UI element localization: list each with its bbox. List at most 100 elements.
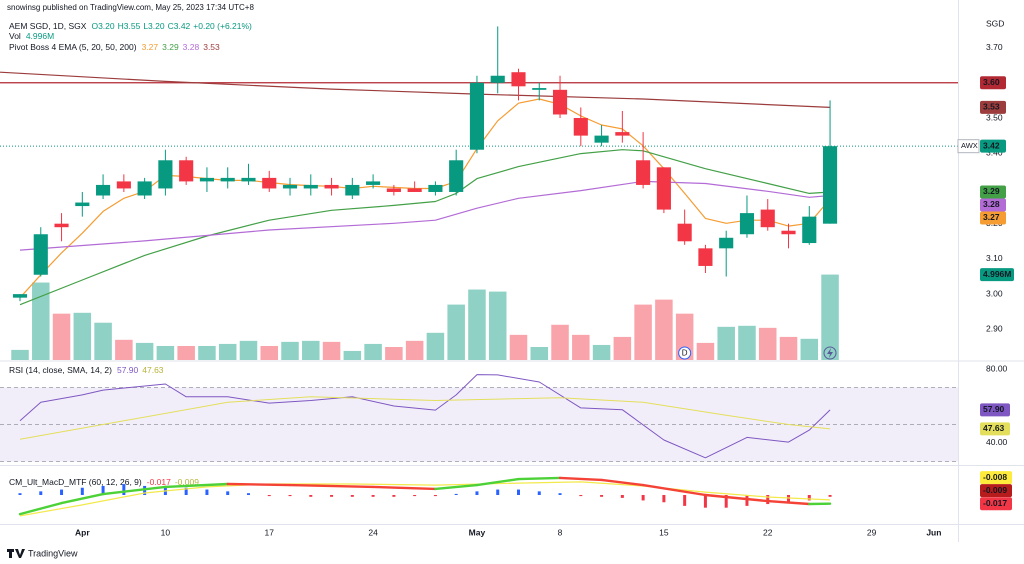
candle-body xyxy=(781,230,796,235)
macd-line xyxy=(371,485,437,491)
volume-bar xyxy=(488,291,507,360)
candle-body xyxy=(324,184,339,189)
split-icon xyxy=(823,346,837,360)
candle-body xyxy=(677,223,692,242)
price-badge: 57.90 xyxy=(980,403,1010,417)
histogram-bar xyxy=(496,489,500,495)
volume-bar xyxy=(426,332,445,360)
candle-body xyxy=(760,209,775,228)
volume-bar xyxy=(52,313,71,360)
badge-bg xyxy=(980,76,1006,90)
badge-label: 3.42 xyxy=(983,140,1000,150)
macd-line xyxy=(288,483,375,489)
rsi-value: 47.63 xyxy=(142,365,164,375)
histogram-bar xyxy=(579,495,583,497)
close: C3.42 xyxy=(168,21,191,31)
rsi-legend: RSI (14, close, SMA, 14, 2) 57.90 47.63 xyxy=(9,365,164,375)
x-tick-label: 17 xyxy=(265,527,275,537)
badge-bg xyxy=(980,185,1006,199)
candle-body xyxy=(96,184,111,196)
badge-bg xyxy=(980,403,1010,417)
badge-label: 3.28 xyxy=(983,199,1000,209)
volume-bar xyxy=(218,343,237,360)
volume-bar xyxy=(779,336,798,360)
brand: TradingView xyxy=(28,548,78,558)
histogram-bar xyxy=(558,493,562,495)
histogram-bar xyxy=(267,495,271,497)
candle-body xyxy=(54,223,69,228)
ema-legend: Pivot Boss 4 EMA (5, 20, 50, 200) 3.27 3.2… xyxy=(9,42,220,52)
volume-bar xyxy=(11,349,29,360)
candle-body xyxy=(739,213,755,235)
price-badge: -0.008 xyxy=(980,471,1012,485)
macd-line xyxy=(434,483,479,491)
volume-bar xyxy=(94,322,112,360)
candle-body xyxy=(532,88,547,90)
candle-body xyxy=(490,75,505,83)
y-tick-label: 80.00 xyxy=(986,363,1008,373)
ema-value: 3.29 xyxy=(162,42,179,52)
price-badge: 3.27 xyxy=(980,211,1006,225)
histogram-bar xyxy=(766,495,770,505)
price-badge: 3.29 xyxy=(980,185,1006,199)
candle-body xyxy=(75,202,90,207)
macd-line xyxy=(101,485,167,496)
histogram-bar xyxy=(309,495,313,497)
volume-bar xyxy=(821,274,839,360)
volume-bar xyxy=(758,327,777,360)
candle-body xyxy=(12,294,28,298)
ema-title: Pivot Boss 4 EMA (5, 20, 50, 200) xyxy=(9,42,137,52)
macd-line xyxy=(704,493,769,503)
volume-bar xyxy=(634,304,652,360)
histogram-bar xyxy=(122,484,126,495)
ema-value: 3.28 xyxy=(183,42,200,52)
histogram-bar xyxy=(516,489,520,495)
price-badge: 3.42 xyxy=(980,139,1006,153)
volume-bar xyxy=(239,340,258,360)
histogram-bar xyxy=(80,487,84,495)
volume-bar xyxy=(405,340,424,360)
candle-body xyxy=(594,135,609,143)
histogram-bar xyxy=(18,493,22,495)
volume-bar xyxy=(613,336,632,360)
symbol-legend: AEM SGD, 1D, SGX O3.20 H3.55 L3.20 C3.42 +0.2… xyxy=(9,21,252,31)
volume-bar xyxy=(364,343,382,360)
histogram-bar xyxy=(60,489,64,495)
candle-body xyxy=(116,181,131,189)
candle-body xyxy=(345,184,360,196)
histogram-bar xyxy=(683,495,687,506)
x-tick-label: 15 xyxy=(659,527,669,537)
symbol-badge-bg xyxy=(957,139,980,154)
badge-label: 47.63 xyxy=(983,423,1005,433)
candle-body xyxy=(33,234,48,275)
volume-bar xyxy=(468,289,486,360)
badge-label: 3.53 xyxy=(983,102,1000,112)
candle-body xyxy=(366,181,381,185)
candle-body xyxy=(511,72,526,87)
volume-bar xyxy=(738,325,756,360)
y-tick-label: 2.90 xyxy=(986,324,1003,334)
x-tick-label: Apr xyxy=(75,527,90,537)
currency: SGD xyxy=(986,18,1004,28)
price-badge: -0.017 xyxy=(980,497,1012,511)
badge-bg xyxy=(980,422,1010,436)
macd-title: CM_Ult_MacD_MTF (60, 12, 26, 9) xyxy=(9,477,142,487)
histogram-bar xyxy=(724,495,728,508)
low: L3.20 xyxy=(143,21,165,31)
volume-title: Vol xyxy=(9,31,21,41)
badge-bg xyxy=(980,497,1012,511)
price-badge: -0.009 xyxy=(980,484,1012,498)
badge-label: -0.017 xyxy=(983,498,1007,508)
volume-bar xyxy=(655,299,673,360)
lightning xyxy=(827,348,833,358)
volume-bar xyxy=(530,347,549,360)
ema-line xyxy=(19,180,831,251)
histogram-bar xyxy=(433,495,437,497)
badge-label: 3.29 xyxy=(983,186,1000,196)
macd-line xyxy=(164,482,229,489)
ema-value: 3.27 xyxy=(142,42,159,52)
x-tick-label: 10 xyxy=(161,527,171,537)
volume-bar xyxy=(800,338,819,360)
